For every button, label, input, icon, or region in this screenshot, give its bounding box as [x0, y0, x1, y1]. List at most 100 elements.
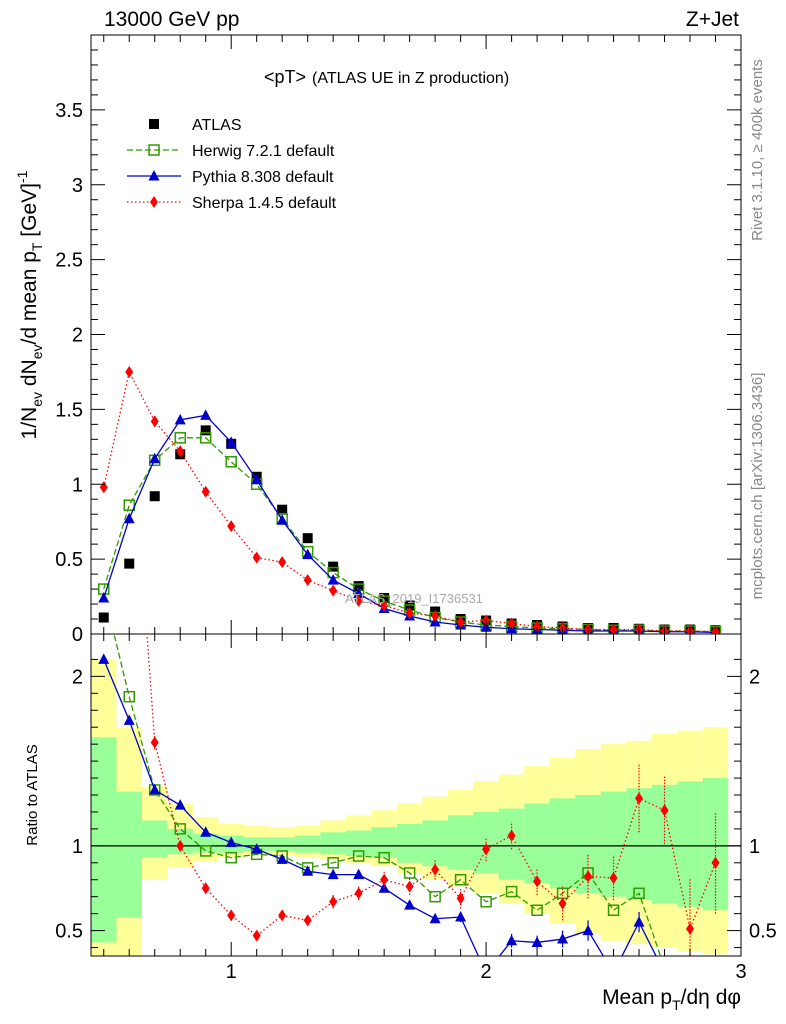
ratio-y-tick-label: 0.5 [55, 921, 83, 943]
inner-band [651, 784, 678, 904]
pythia-ratio-point [404, 899, 416, 910]
legend-marker-herwig [148, 144, 160, 156]
inner-band [294, 835, 321, 853]
sherpa-ratio-point [303, 914, 312, 927]
sherpa-ratio-point [558, 897, 567, 910]
ratio-panel [98, 634, 720, 956]
herwig-point [225, 456, 237, 468]
pythia-point [123, 512, 135, 524]
sherpa-point [456, 616, 465, 629]
x-tick-label: 1 [226, 961, 237, 983]
sherpa-ratio-point [686, 922, 695, 935]
sherpa-ratio-point [354, 887, 363, 900]
sherpa-point [150, 415, 159, 428]
herwig-point [123, 499, 135, 511]
sherpa-point [533, 620, 542, 633]
sherpa-point [252, 551, 261, 564]
pythia-point [302, 548, 314, 560]
ratio-uncertainty-bands [91, 659, 729, 956]
sherpa-ratio-point [635, 792, 644, 805]
herwig-ratio-point [633, 887, 645, 900]
pythia-ratio-point [429, 912, 441, 924]
herwig-ratio-point [429, 890, 441, 903]
sherpa-point [354, 595, 363, 608]
sherpa-ratio-point [507, 829, 516, 842]
sherpa-ratio-point [176, 839, 185, 852]
legend-marker-pythia [148, 170, 160, 181]
sherpa-point [201, 485, 210, 498]
y-tick-label: 1 [72, 474, 83, 496]
herwig-ratio-point [607, 904, 620, 916]
sherpa-point [176, 445, 185, 458]
inner-band [396, 823, 423, 863]
header-left: 13000 GeV pp [104, 8, 239, 31]
atlas-point [353, 581, 364, 592]
sherpa-ratio-point [482, 843, 491, 856]
sherpa-ratio-point [278, 909, 287, 922]
y-axis-label: 1/Nev dNev/d mean pT [GeV]-1 [14, 170, 45, 439]
pythia-ratio-point [149, 783, 161, 795]
atlas-point [98, 612, 109, 623]
pythia-ratio-point [327, 868, 339, 880]
mcplots-label: mcplots.cern.ch [arXiv:1306.3436] [749, 373, 766, 600]
inner-band [422, 820, 448, 867]
pythia-point [98, 592, 110, 603]
sherpa-point [99, 481, 108, 494]
y-tick-label: 3 [72, 175, 83, 197]
herwig-point [199, 432, 212, 444]
pythia-ratio-point [123, 714, 135, 725]
sherpa-point [125, 365, 134, 378]
sherpa-ratio-point [201, 882, 210, 895]
pythia-ratio-point [174, 799, 186, 810]
pythia-ratio-point [98, 653, 110, 664]
ratio-y-tick-label-right: 2 [749, 666, 760, 688]
herwig-ratio-point [327, 857, 339, 869]
ratio-y-tick-label-right: 1 [749, 836, 760, 858]
legend-label-pythia: Pythia 8.308 default [192, 169, 334, 186]
inner-band [345, 830, 372, 857]
pythia-point [200, 409, 212, 420]
sherpa-ratio-point [609, 872, 618, 885]
herwig-ratio-point [174, 823, 186, 835]
ratio-y-tick-label: 1 [72, 836, 83, 858]
herwig-point [174, 432, 186, 444]
pythia-ratio-point [506, 934, 518, 946]
sherpa-ratio-point [660, 804, 669, 817]
pythia-point [353, 587, 365, 599]
pythia-ratio-point [251, 843, 263, 854]
pythia-ratio-point [276, 853, 288, 864]
sherpa-ratio-point [584, 870, 593, 883]
legend-marker-atlas [149, 119, 159, 129]
herwig-ratio-point [225, 851, 237, 864]
herwig-ratio-point [480, 896, 492, 908]
inner-band [116, 791, 142, 918]
sherpa-ratio-point [380, 873, 389, 886]
sherpa-point [303, 574, 312, 587]
x-tick-label: 3 [735, 961, 746, 983]
sherpa-ratio-point [227, 909, 236, 922]
sherpa-point [405, 607, 414, 620]
inner-band [447, 815, 474, 870]
pythia-ratio-point [582, 924, 594, 936]
atlas-point [200, 425, 211, 436]
pythia-point [149, 452, 161, 464]
pythia-ratio-point [633, 916, 645, 927]
pythia-point [174, 413, 186, 425]
pythia-ratio-point [225, 836, 237, 847]
inner-band [192, 833, 219, 853]
x-tick-label: 2 [481, 961, 492, 983]
inner-band [269, 837, 295, 851]
y-tick-label: 2 [72, 325, 83, 347]
atlas-point [328, 561, 339, 572]
sherpa-point [278, 556, 287, 569]
herwig-ratio-point [403, 867, 416, 879]
rivet-label: Rivet 3.1.10, ≥ 400k events [749, 59, 766, 241]
header-right: Z+Jet [686, 8, 739, 31]
chart-title: <pT> (ATLAS UE in Z production) [264, 67, 509, 87]
pythia-point [327, 574, 339, 585]
sherpa-ratio-point [456, 892, 465, 905]
herwig-ratio-point [378, 851, 390, 864]
inner-band [141, 820, 168, 858]
sherpa-ratio-point [431, 863, 440, 876]
